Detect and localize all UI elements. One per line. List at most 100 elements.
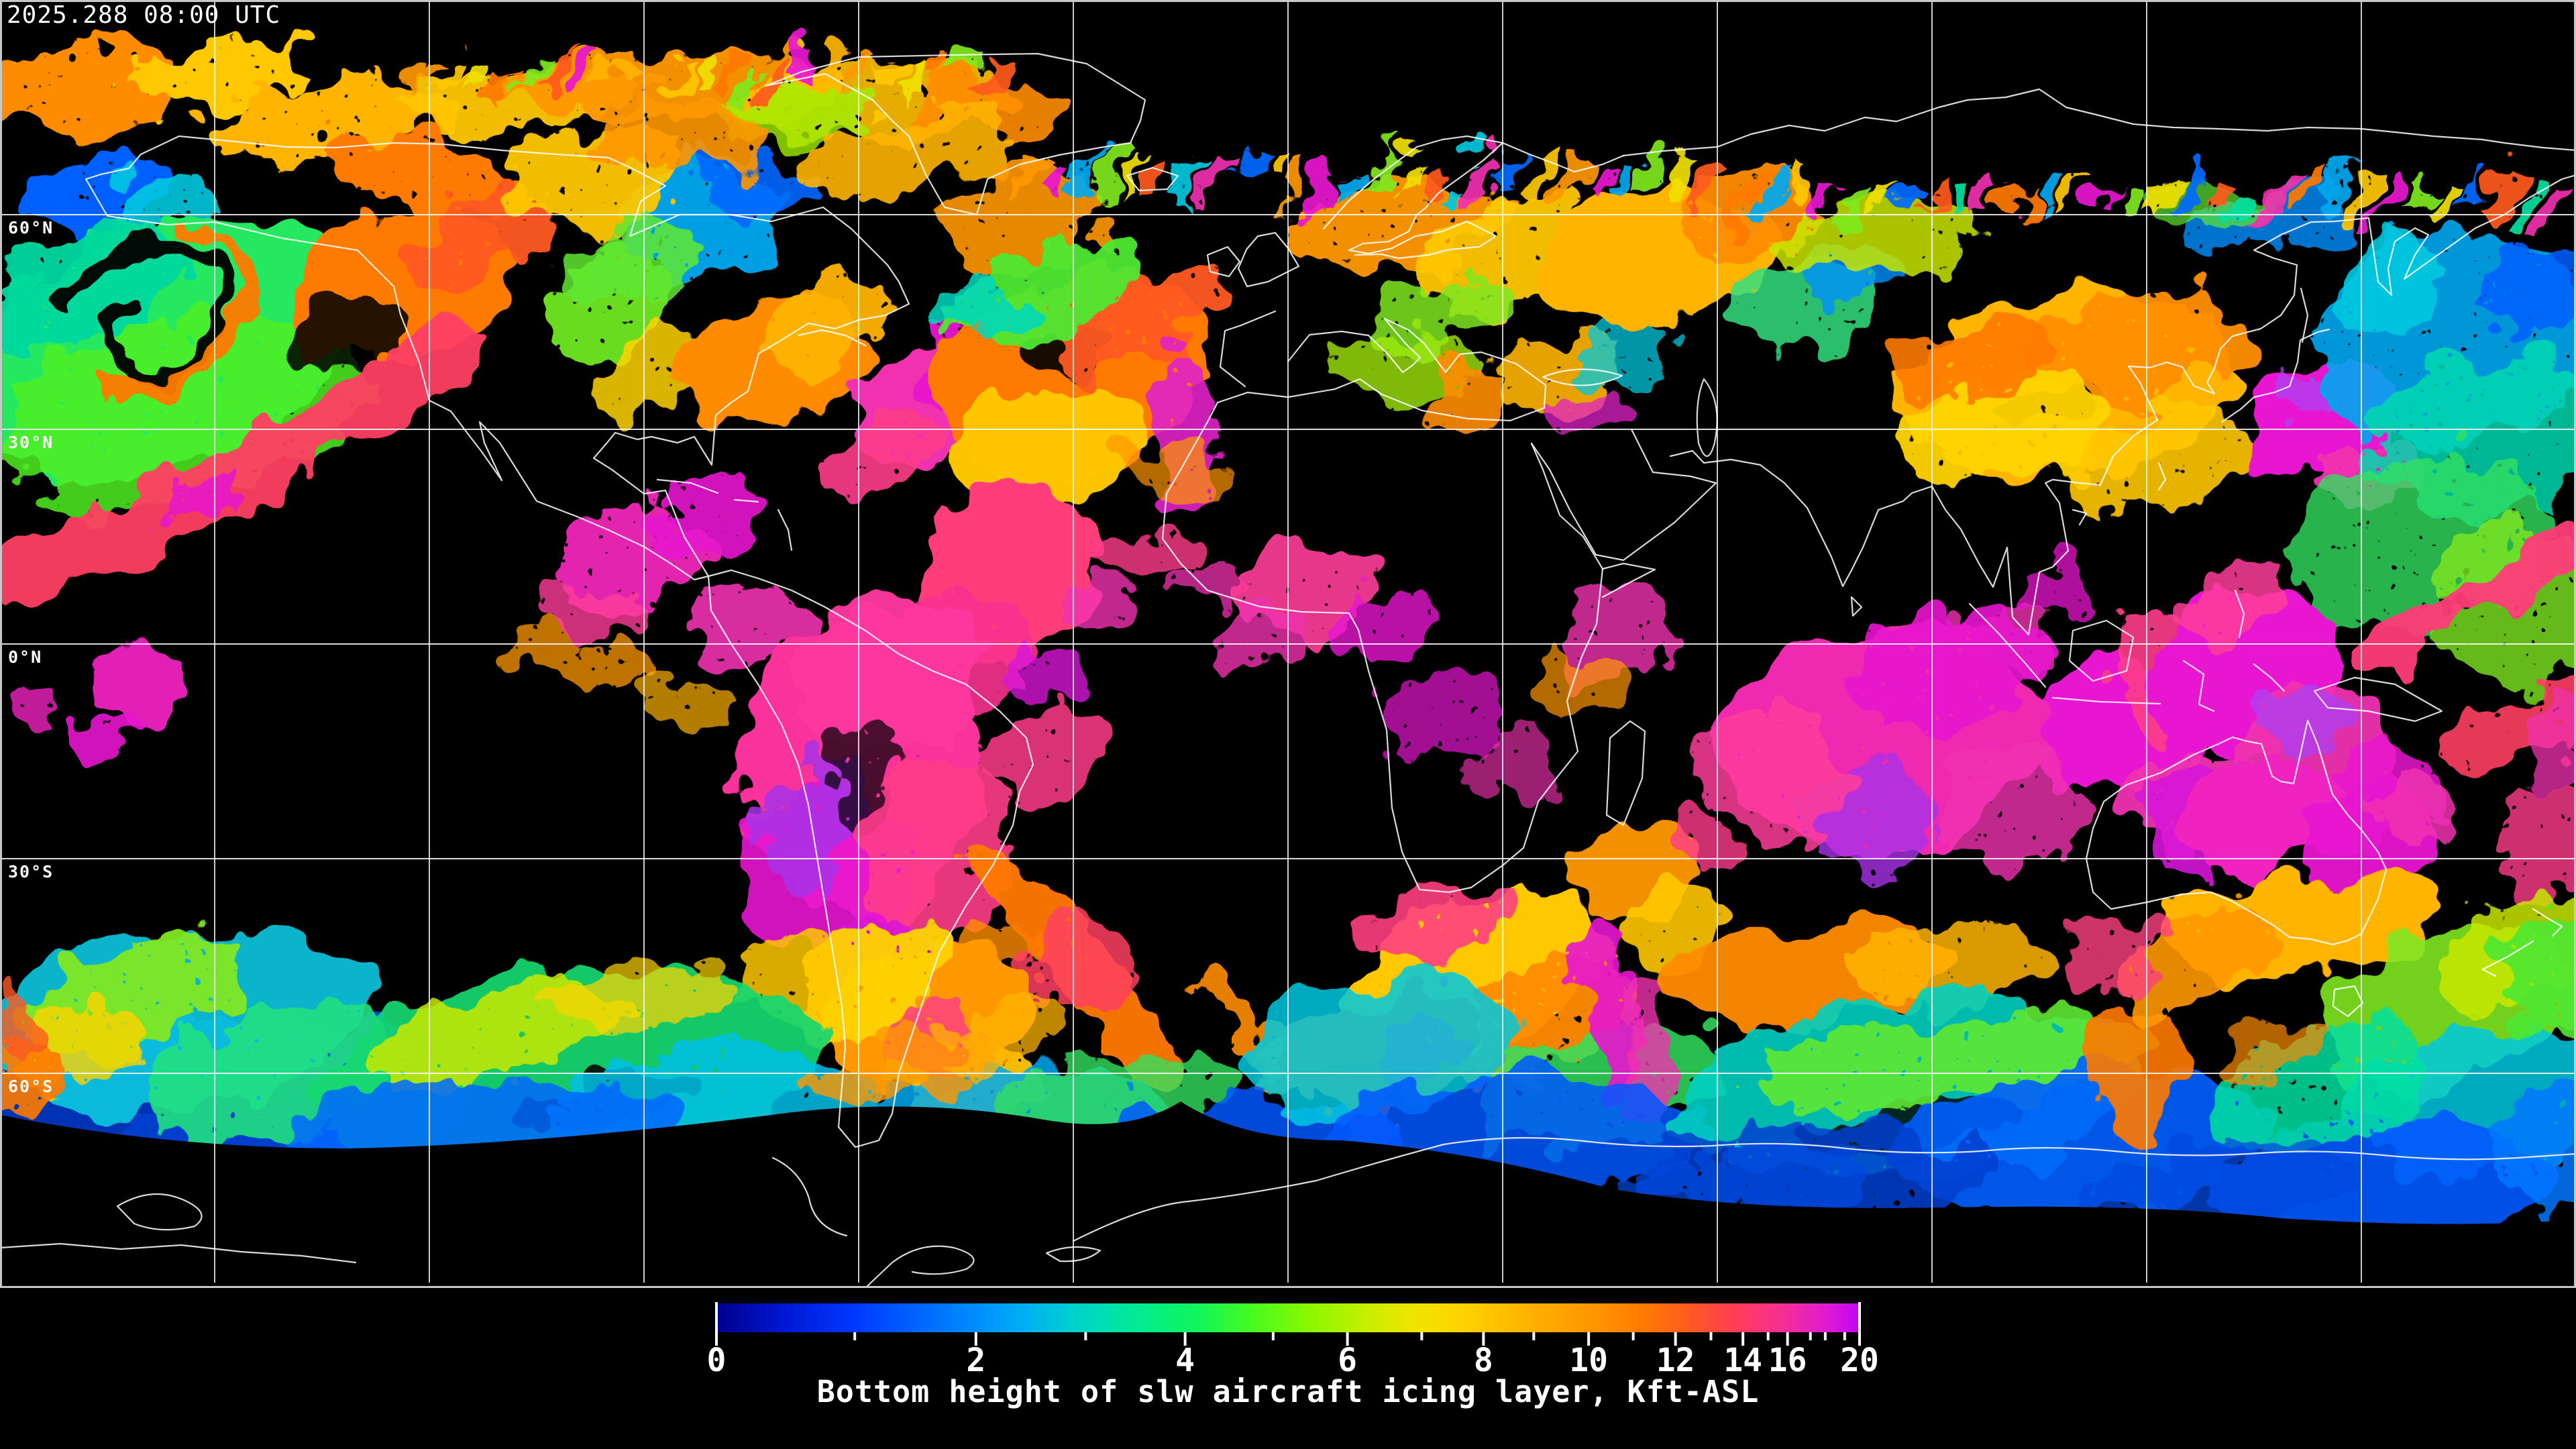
data-blob	[165, 472, 237, 528]
coastline	[1216, 378, 1546, 422]
swath-streak	[2229, 181, 2267, 217]
latitude-label: 30°S	[8, 862, 54, 881]
coastline	[1237, 231, 1300, 288]
swath-streak	[2059, 171, 2098, 207]
colorbar-tick-label: 6	[1338, 1342, 1357, 1379]
data-blob	[2477, 237, 2576, 333]
coastline	[2220, 328, 2330, 423]
coastline	[1850, 596, 1863, 617]
data-blob	[1060, 581, 1143, 629]
data-blob	[1697, 710, 1861, 835]
swath-streak	[950, 52, 987, 85]
coastline	[1161, 401, 1656, 894]
swath-streak	[2144, 181, 2183, 217]
swath-streak	[706, 56, 743, 89]
swath-streak	[1975, 186, 2014, 221]
data-blob	[1214, 608, 1311, 669]
data-blob	[794, 594, 983, 747]
data-blob	[1847, 605, 2046, 739]
data-blob	[2055, 914, 2174, 994]
coastline	[1669, 174, 2576, 636]
data-blob	[2008, 557, 2091, 613]
swath-streak	[896, 63, 932, 96]
coastline	[1072, 1137, 2576, 1242]
swath-streak	[2285, 180, 2324, 215]
coastline	[1530, 428, 1717, 561]
swath-streak	[1009, 158, 1049, 197]
data-blob	[1044, 268, 1221, 373]
swath-streak	[462, 62, 498, 95]
colorbar-caption: Bottom height of slw aircraft icing laye…	[817, 1374, 1760, 1409]
data-blob	[934, 280, 1028, 340]
timestamp: 2025.288 08:00 UTC	[7, 1, 280, 29]
data-blob	[537, 957, 740, 1032]
data-blob	[1462, 735, 1559, 797]
latitude-label: 0°N	[8, 647, 42, 667]
data-blob	[943, 1006, 1070, 1074]
swath-streak	[1806, 176, 1845, 211]
swath-streak	[1834, 185, 1873, 221]
coastline	[2300, 287, 2309, 343]
data-blob	[537, 577, 633, 633]
swath-streak	[868, 65, 905, 98]
data-blob	[1543, 390, 1626, 445]
swath-streak	[2116, 186, 2155, 221]
data-blob	[2365, 520, 2576, 667]
data-blob	[497, 632, 657, 690]
swath-streak	[1465, 157, 1505, 197]
swath-streak	[2088, 179, 2127, 215]
data-blob	[1894, 377, 2111, 488]
swath-streak	[1250, 151, 1291, 191]
colorbar: 0 2 4 6 8 10 12 14 16 20 Bottom height of slw air…	[707, 1302, 1879, 1409]
swath-streak	[1572, 166, 1613, 205]
data-blob	[13, 688, 67, 721]
data-blob	[2522, 698, 2576, 781]
swath-streak	[597, 63, 634, 96]
data-blob	[802, 108, 1016, 194]
swath-streak	[651, 58, 688, 91]
data-blob	[658, 488, 767, 561]
data-blob	[1845, 918, 2049, 1003]
swath-streak	[1599, 155, 1640, 195]
swath-streak	[787, 56, 824, 89]
swath-streak	[1116, 150, 1157, 189]
data-blob	[2215, 1016, 2322, 1080]
colorbar-ticks: 0 2 4 6 8 10 12 14 16 20	[707, 1302, 1879, 1379]
data-blob	[1624, 890, 1719, 964]
coastline	[2234, 589, 2286, 692]
data-blob	[48, 237, 233, 390]
coastline	[656, 478, 793, 551]
data-blob	[2263, 366, 2332, 415]
data-blob	[399, 189, 547, 294]
swath-streak	[2200, 172, 2239, 207]
swath-streak	[1862, 184, 1901, 219]
swath-streak	[1890, 174, 1929, 210]
colorbar-tick-label: 4	[1175, 1342, 1195, 1379]
swath-streak	[1778, 170, 1817, 206]
coastline	[1542, 368, 1623, 386]
swath-streak	[407, 53, 444, 86]
coastline	[85, 135, 910, 581]
colorbar-tick-label: 0	[707, 1342, 727, 1379]
coastline	[1322, 135, 1504, 260]
coastline	[1605, 720, 1646, 826]
coastlines	[0, 52, 2576, 1288]
data-blob	[1371, 882, 1503, 972]
data-blob	[1778, 195, 1979, 277]
swath-streak	[1519, 154, 1559, 194]
data-blob	[2181, 561, 2290, 649]
swath-streak	[2482, 174, 2521, 210]
swath-streak	[2426, 178, 2465, 213]
colorbar-tick-label: 12	[1656, 1342, 1695, 1379]
data-blob	[1010, 650, 1090, 705]
data-blob	[2377, 771, 2460, 841]
data-blob	[2496, 1080, 2576, 1203]
data-blob	[557, 213, 704, 300]
coastline	[1126, 166, 1179, 192]
swath-streak	[624, 64, 661, 97]
coastline	[0, 1242, 357, 1264]
data-blob	[2086, 1000, 2184, 1150]
coastline	[1968, 602, 2215, 712]
swath-streak	[570, 55, 606, 88]
swath-streak	[1224, 150, 1264, 190]
